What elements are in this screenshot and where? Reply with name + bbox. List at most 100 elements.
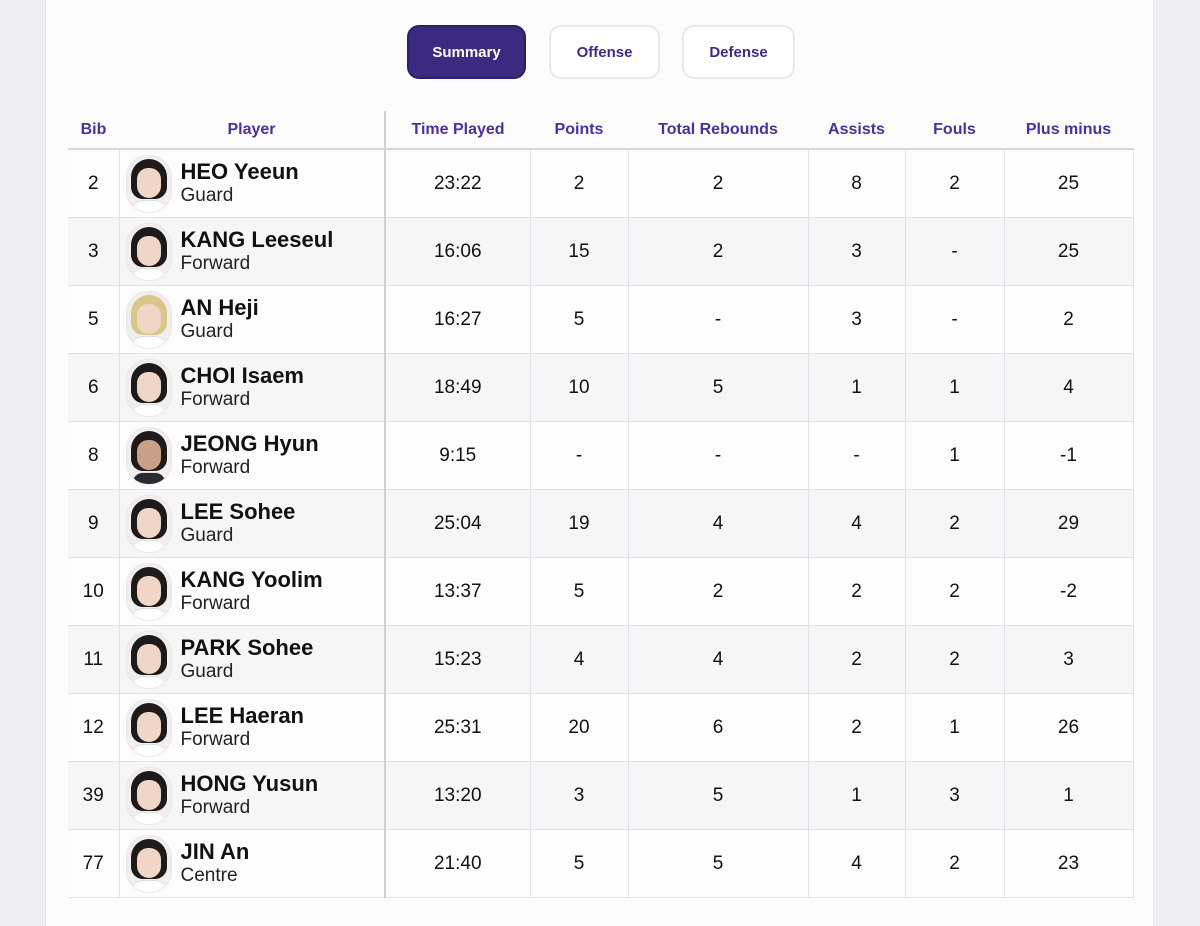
bib-cell: 5 (68, 285, 120, 354)
fouls-cell: 2 (905, 557, 1005, 626)
assists-cell: 1 (808, 761, 906, 830)
player-photo (125, 154, 172, 213)
table-row[interactable]: 77 JIN An Centre 21:40 5 5 4 2 23 (68, 829, 1134, 898)
player-photo (125, 630, 172, 689)
player-photo (125, 494, 172, 553)
points-cell: 3 (530, 761, 629, 830)
player-photo (125, 766, 172, 825)
total-rebounds-cell: 4 (628, 489, 809, 558)
assists-cell: 4 (808, 489, 906, 558)
plus-minus-cell: 2 (1004, 285, 1134, 354)
player-name[interactable]: LEE Sohee (180, 498, 296, 524)
stat-tabs: Summary Offense Defense (46, 25, 1153, 81)
player-name[interactable]: KANG Leeseul (180, 226, 334, 252)
player-position: Guard (180, 660, 234, 682)
table-row[interactable]: 8 JEONG Hyun Forward 9:15- - -1 -1 (68, 421, 1134, 490)
player-photo (125, 834, 172, 893)
bib-cell: 11 (68, 625, 120, 694)
fouls-cell: 1 (905, 693, 1005, 762)
plus-minus-cell: -2 (1004, 557, 1134, 626)
fouls-cell: 2 (905, 625, 1005, 694)
bib-cell: 77 (68, 829, 120, 898)
points-cell: 5 (530, 557, 629, 626)
total-rebounds-cell: 5 (628, 353, 809, 422)
player-photo (125, 290, 172, 349)
bib-cell: 6 (68, 353, 120, 422)
col-header-assists[interactable]: Assists (808, 111, 905, 150)
time-played-cell: 15:23 (385, 625, 531, 694)
tab-defense[interactable]: Defense (682, 25, 795, 79)
player-name[interactable]: PARK Sohee (180, 634, 314, 660)
points-cell: 20 (530, 693, 629, 762)
player-cell[interactable]: CHOI Isaem Forward (119, 353, 386, 422)
time-played-cell: 9:15 (385, 421, 531, 490)
player-cell[interactable]: KANG Yoolim Forward (119, 557, 386, 626)
fouls-cell: 2 (905, 489, 1005, 558)
player-photo (125, 358, 172, 417)
table-row[interactable]: 9 LEE Sohee Guard 25:04 19 4 4 2 29 (68, 489, 1134, 558)
total-rebounds-cell: 2 (628, 557, 809, 626)
col-header-time-played[interactable]: Time Played (385, 111, 530, 150)
col-header-bib[interactable]: Bib (68, 111, 119, 150)
table-row[interactable]: 10 KANG Yoolim Forward 13:37 5 2 2 2 -2 (68, 557, 1134, 626)
player-position: Forward (180, 252, 251, 274)
table-row[interactable]: 39 HONG Yusun Forward 13:20 3 5 1 3 1 (68, 761, 1134, 830)
bib-cell: 8 (68, 421, 120, 490)
time-played-cell: 16:06 (385, 217, 531, 286)
col-header-total-rebounds[interactable]: Total Rebounds (628, 111, 808, 150)
points-cell: 4 (530, 625, 629, 694)
player-name[interactable]: HONG Yusun (180, 770, 319, 796)
player-cell[interactable]: HONG Yusun Forward (119, 761, 386, 830)
table-row[interactable]: 6 CHOI Isaem Forward 18:49 10 5 1 1 4 (68, 353, 1134, 422)
player-name[interactable]: AN Heji (180, 294, 259, 320)
table-row[interactable]: 2 HEO Yeeun Guard 23:22 2 2 8 2 25 (68, 149, 1134, 218)
time-played-cell: 16:27 (385, 285, 531, 354)
player-cell[interactable]: JIN An Centre (119, 829, 386, 898)
player-cell[interactable]: PARK Sohee Guard (119, 625, 386, 694)
player-cell[interactable]: JEONG Hyun Forward (119, 421, 386, 490)
col-header-points[interactable]: Points (530, 111, 628, 150)
total-rebounds-cell: 4 (628, 625, 809, 694)
player-name[interactable]: KANG Yoolim (180, 566, 323, 592)
assists-cell: - (808, 421, 906, 490)
player-name[interactable]: CHOI Isaem (180, 362, 305, 388)
bib-cell: 39 (68, 761, 120, 830)
tab-offense[interactable]: Offense (549, 25, 660, 79)
fouls-cell: 1 (905, 421, 1005, 490)
time-played-cell: 13:37 (385, 557, 531, 626)
player-photo (125, 426, 172, 485)
player-cell[interactable]: KANG Leeseul Forward (119, 217, 386, 286)
fouls-cell: 3 (905, 761, 1005, 830)
assists-cell: 2 (808, 557, 906, 626)
table-row[interactable]: 5 AN Heji Guard 16:27 5-3-2 (68, 285, 1134, 354)
table-row[interactable]: 12 LEE Haeran Forward 25:31 20 6 2 1 26 (68, 693, 1134, 762)
bib-cell: 12 (68, 693, 120, 762)
bib-cell: 9 (68, 489, 120, 558)
col-header-player[interactable]: Player (119, 111, 386, 150)
total-rebounds-cell: - (628, 421, 809, 490)
tab-summary[interactable]: Summary (407, 25, 526, 79)
player-cell[interactable]: LEE Sohee Guard (119, 489, 386, 558)
player-name[interactable]: JEONG Hyun (180, 430, 319, 456)
table-row[interactable]: 3 KANG Leeseul Forward 16:06 15 2 3-25 (68, 217, 1134, 286)
plus-minus-cell: 23 (1004, 829, 1134, 898)
player-cell[interactable]: LEE Haeran Forward (119, 693, 386, 762)
player-cell[interactable]: HEO Yeeun Guard (119, 149, 386, 218)
assists-cell: 1 (808, 353, 906, 422)
total-rebounds-cell: 5 (628, 761, 809, 830)
time-played-cell: 23:22 (385, 149, 531, 218)
plus-minus-cell: 26 (1004, 693, 1134, 762)
col-header-plus-minus[interactable]: Plus minus (1004, 111, 1133, 150)
player-name[interactable]: LEE Haeran (180, 702, 305, 728)
bib-cell: 3 (68, 217, 120, 286)
plus-minus-cell: 25 (1004, 217, 1134, 286)
assists-cell: 3 (808, 285, 906, 354)
player-cell[interactable]: AN Heji Guard (119, 285, 386, 354)
bib-cell: 10 (68, 557, 120, 626)
total-rebounds-cell: - (628, 285, 809, 354)
player-name[interactable]: JIN An (180, 838, 250, 864)
col-header-fouls[interactable]: Fouls (905, 111, 1004, 150)
player-name[interactable]: HEO Yeeun (180, 158, 299, 184)
table-row[interactable]: 11 PARK Sohee Guard 15:23 4 4 2 2 3 (68, 625, 1134, 694)
table-header-row: Bib Player Time Played Points Total Rebo… (68, 111, 1133, 150)
